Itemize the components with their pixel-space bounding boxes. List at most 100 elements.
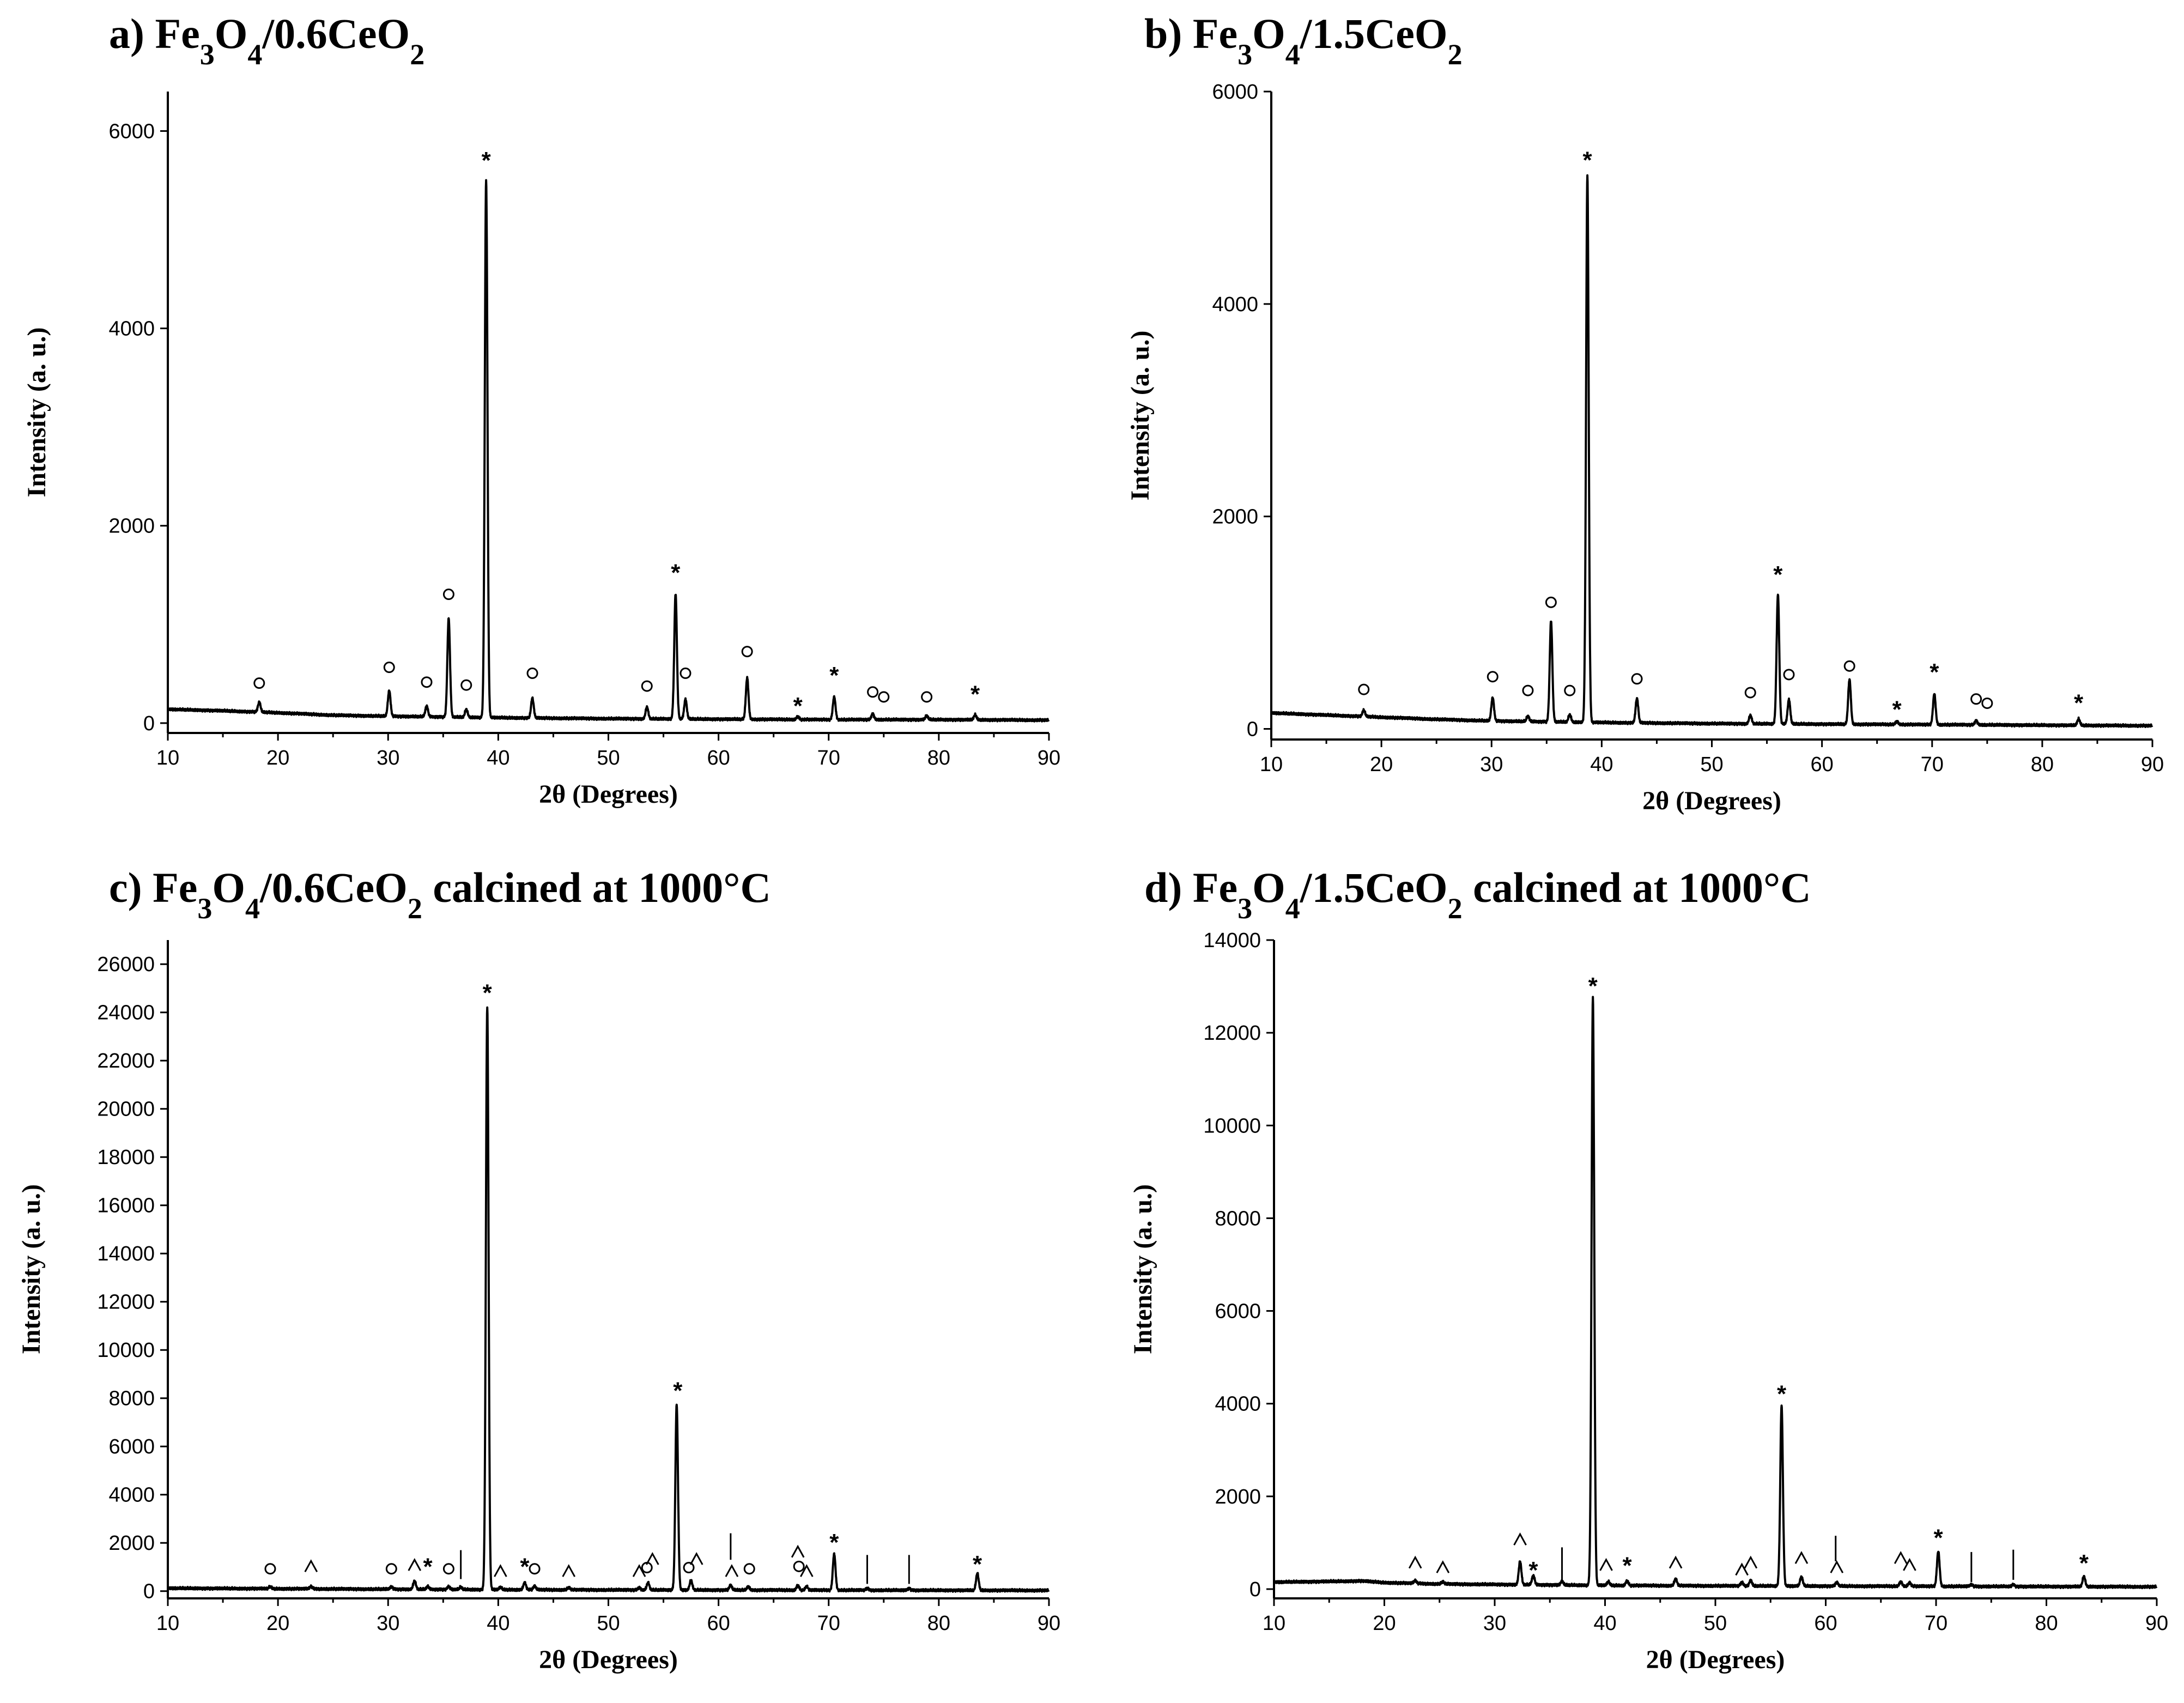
y-tick-label: 6000	[1215, 1300, 1261, 1323]
phase-caret-marker	[632, 1564, 646, 1577]
y-tick-label: 0	[1247, 718, 1258, 741]
phase-caret-marker	[646, 1552, 659, 1565]
phase-caret-marker	[304, 1559, 318, 1573]
y-tick-label: 2000	[1212, 506, 1258, 529]
panel-title: a) Fe3O4/0.6CeO2	[109, 10, 424, 71]
x-axis-label: 2θ (Degrees)	[539, 1645, 678, 1674]
phase-circle-marker	[1358, 683, 1370, 695]
phase-circle-marker	[442, 1563, 454, 1575]
phase-circle-marker	[385, 1563, 397, 1575]
phase-circle-marker	[1843, 660, 1855, 672]
phase-circle-marker	[1631, 673, 1643, 685]
phase-circle-marker	[1545, 596, 1557, 608]
phase-caret-marker	[1513, 1532, 1527, 1546]
y-tick-label: 4000	[1212, 293, 1258, 316]
phase-caret-marker	[800, 1564, 814, 1577]
y-tick-label: 6000	[1212, 81, 1258, 104]
phase-star-marker: *	[793, 693, 803, 719]
y-tick-label: 12000	[97, 1291, 155, 1314]
phase-circle-marker	[383, 662, 395, 674]
phase-circle-marker	[878, 691, 890, 703]
x-tick-label: 70	[1921, 753, 1944, 776]
phase-star-marker: *	[829, 1529, 839, 1556]
phase-caret-marker	[1794, 1551, 1809, 1564]
phase-caret-marker	[1408, 1555, 1422, 1569]
panel-d-chart: d) Fe3O4/1.5CeO2 calcined at 1000°C 10 20 3…	[1129, 864, 2168, 1674]
x-tick-label: 60	[707, 1612, 730, 1635]
y-tick-label: 4000	[1215, 1393, 1261, 1416]
y-tick-label: 2000	[1215, 1486, 1261, 1508]
phase-circle-marker	[264, 1563, 276, 1575]
x-tick-label: 10	[156, 1612, 179, 1635]
y-tick-label: 20000	[97, 1098, 155, 1121]
phase-circle-marker	[421, 676, 433, 688]
phase-star-marker: *	[483, 979, 493, 1006]
x-tick-label: 60	[707, 747, 730, 769]
phase-circle-marker	[641, 680, 653, 692]
phase-caret-marker	[791, 1544, 805, 1558]
phase-star-marker: *	[1892, 696, 1902, 723]
phase-star-marker: *	[1933, 1524, 1943, 1551]
phase-star-marker: *	[1588, 973, 1598, 999]
phase-circle-marker	[1970, 693, 1982, 705]
phase-circle-marker	[1487, 671, 1499, 683]
x-tick-label: 40	[487, 1612, 509, 1635]
panel-title: b) Fe3O4/1.5CeO2	[1144, 10, 1463, 71]
phase-star-marker: *	[1773, 561, 1783, 588]
phase-star-marker: *	[1622, 1552, 1632, 1579]
y-tick-label: 2000	[108, 515, 155, 538]
x-tick-label: 40	[1590, 753, 1613, 776]
y-tick-label: 6000	[108, 120, 155, 143]
phase-circle-marker	[1564, 684, 1576, 696]
x-tick-label: 90	[2145, 1612, 2168, 1635]
x-axis-label: 2θ (Degrees)	[1642, 786, 1781, 815]
phase-caret-marker	[1744, 1555, 1758, 1569]
phase-star-marker: *	[423, 1553, 433, 1580]
phase-star-marker: *	[520, 1553, 530, 1580]
phase-star-marker: *	[1528, 1557, 1538, 1584]
x-axis-label: 2θ (Degrees)	[1646, 1645, 1785, 1674]
y-tick-label: 10000	[97, 1339, 155, 1362]
y-tick-label: 8000	[1215, 1207, 1261, 1230]
panel-title: d) Fe3O4/1.5CeO2 calcined at 1000°C	[1144, 864, 1811, 925]
phase-circle-marker	[683, 1562, 695, 1574]
y-tick-label: 14000	[97, 1243, 155, 1265]
phase-star-marker: *	[671, 560, 681, 586]
phase-circle-marker	[921, 691, 933, 703]
x-tick-label: 60	[1814, 1612, 1837, 1635]
xrd-trace	[167, 1006, 1050, 1593]
x-tick-label: 20	[1370, 753, 1393, 776]
phase-circle-marker	[741, 646, 753, 658]
x-tick-label: 90	[1038, 1612, 1060, 1635]
phase-circle-marker	[867, 686, 879, 698]
phase-caret-marker	[689, 1552, 703, 1565]
panel-b-chart: b) Fe3O4/1.5CeO2 10 20 30 40 50 60 70 80 90 0 2000 4…	[1126, 10, 2164, 815]
y-tick-label: 16000	[97, 1195, 155, 1217]
phase-circle-marker	[1783, 669, 1795, 681]
phase-circle-marker	[1744, 687, 1756, 699]
phase-caret-marker	[494, 1564, 507, 1577]
y-tick-label: 0	[143, 1580, 155, 1603]
xrd-trace	[167, 179, 1050, 723]
phase-star-marker: *	[2074, 690, 2084, 717]
x-tick-label: 50	[597, 1612, 620, 1635]
x-tick-label: 20	[266, 1612, 289, 1635]
phase-caret-marker	[1894, 1551, 1908, 1564]
y-tick-label: 18000	[97, 1146, 155, 1169]
x-tick-label: 50	[1700, 753, 1723, 776]
x-tick-label: 90	[1038, 747, 1060, 769]
y-tick-label: 10000	[1203, 1114, 1261, 1137]
x-tick-label: 30	[377, 1612, 399, 1635]
phase-caret-marker	[408, 1557, 422, 1571]
panel-a-chart: a) Fe3O4/0.6CeO2 10 20 30 40 50 60 70 80 90 0 2000 4…	[22, 10, 1060, 809]
y-tick-label: 4000	[108, 318, 155, 341]
phase-caret-marker	[1735, 1562, 1749, 1576]
phase-circle-marker	[743, 1563, 755, 1575]
phase-star-marker: *	[1583, 147, 1593, 174]
x-tick-label: 80	[927, 747, 950, 769]
phase-circle-marker	[253, 677, 265, 689]
y-tick-label: 8000	[108, 1387, 155, 1410]
x-tick-label: 20	[266, 747, 289, 769]
y-tick-label: 0	[143, 712, 155, 735]
phase-circle-marker	[442, 589, 454, 601]
